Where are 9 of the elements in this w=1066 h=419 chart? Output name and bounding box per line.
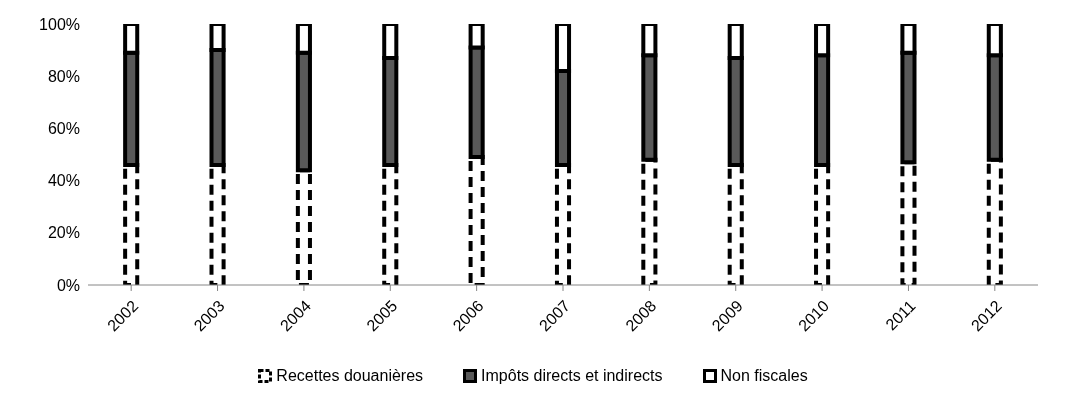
y-tick-label: 80% bbox=[47, 67, 80, 85]
legend-label: Recettes douanières bbox=[276, 367, 424, 385]
y-tick-label: 0% bbox=[56, 276, 80, 294]
legend-label: Impôts directs et indirects bbox=[481, 367, 663, 385]
y-tick-label: 60% bbox=[47, 120, 80, 138]
y-tick-label: 40% bbox=[47, 172, 80, 190]
y-tick-label: 20% bbox=[47, 224, 80, 242]
legend-label: Non fiscales bbox=[720, 367, 808, 385]
y-tick-label: 100% bbox=[39, 15, 80, 33]
